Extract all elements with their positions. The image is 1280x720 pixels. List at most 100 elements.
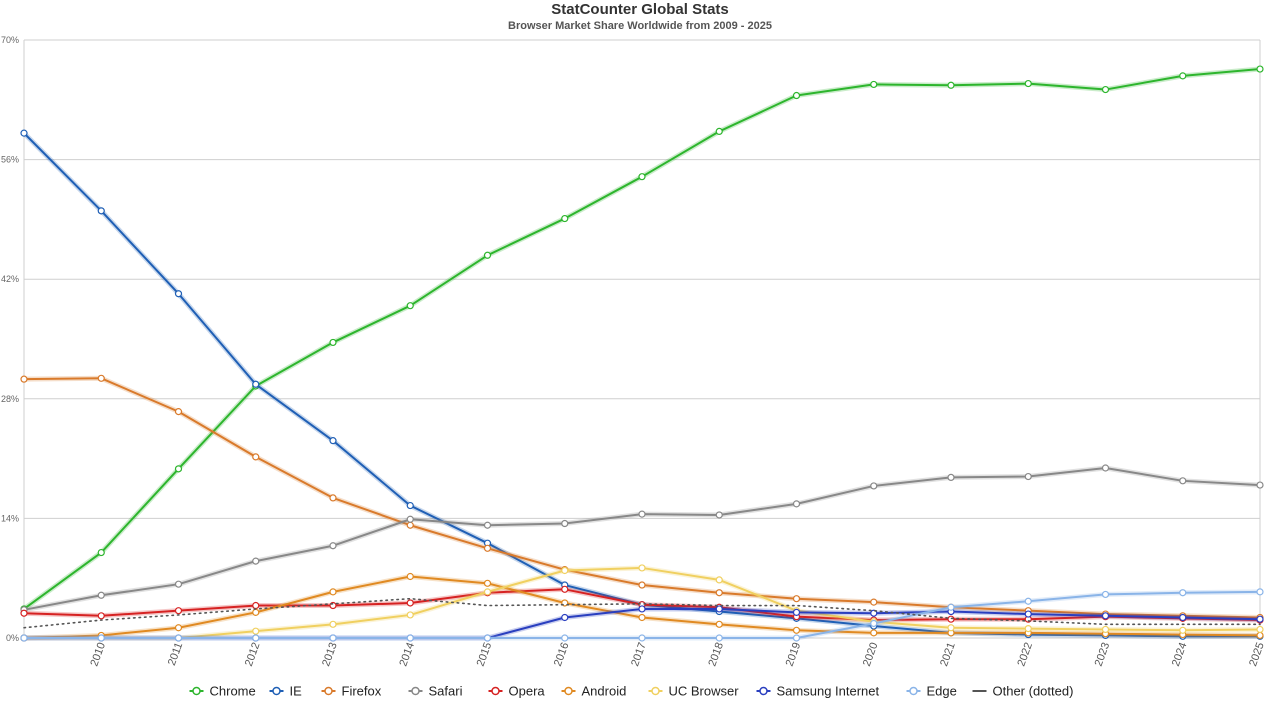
data-point xyxy=(792,634,801,642)
data-point xyxy=(1101,464,1110,472)
x-tick-label: 2023 xyxy=(1093,641,1113,668)
series-8 xyxy=(20,588,1264,642)
data-point xyxy=(483,521,492,529)
data-point xyxy=(483,634,492,642)
data-point xyxy=(252,608,260,616)
data-point xyxy=(174,607,183,615)
data-point xyxy=(406,515,414,523)
x-tick-label: 2021 xyxy=(938,641,958,668)
legend-item: Other (dotted) xyxy=(972,684,1073,699)
data-point xyxy=(174,634,183,642)
data-point xyxy=(483,544,492,552)
data-point xyxy=(329,542,337,550)
legend: Chrome IE Firefox Safari Opera Android UC Brow… xyxy=(189,684,1073,699)
data-point xyxy=(638,581,646,589)
data-point xyxy=(20,375,28,383)
data-point xyxy=(1101,612,1110,620)
legend-label: Firefox xyxy=(342,684,382,699)
data-point xyxy=(97,612,105,620)
x-tick-label: 2010 xyxy=(88,641,108,668)
data-point xyxy=(1256,481,1264,489)
data-point xyxy=(947,624,955,632)
data-point xyxy=(947,473,955,481)
data-point xyxy=(97,548,105,557)
data-point xyxy=(561,634,569,642)
data-point xyxy=(638,613,646,622)
data-point xyxy=(561,566,569,575)
data-point xyxy=(715,634,723,642)
data-point xyxy=(561,613,569,622)
data-point xyxy=(1024,597,1032,605)
legend-item: IE xyxy=(269,684,302,699)
legend-label: Chrome xyxy=(210,684,256,699)
data-point xyxy=(483,588,492,596)
x-tick-label: 2019 xyxy=(784,641,804,668)
legend-swatch xyxy=(411,686,420,696)
data-point xyxy=(561,519,569,528)
data-point xyxy=(97,591,105,599)
y-tick-label: 0% xyxy=(6,633,19,643)
legend-item: Firefox xyxy=(321,684,382,699)
data-point xyxy=(638,173,646,181)
data-point xyxy=(792,500,801,508)
legend-item: Samsung Internet xyxy=(756,684,880,699)
data-point xyxy=(329,437,337,445)
data-point xyxy=(97,634,105,642)
data-point xyxy=(715,620,723,628)
data-point xyxy=(638,564,646,572)
x-tick-label: 2013 xyxy=(320,641,340,668)
data-point xyxy=(483,579,492,587)
data-point xyxy=(406,572,414,581)
grid xyxy=(23,39,1261,639)
data-point xyxy=(252,601,260,610)
data-point xyxy=(252,453,260,461)
data-point xyxy=(1179,589,1187,597)
data-point xyxy=(97,207,105,215)
data-point xyxy=(870,80,878,89)
legend-label: Samsung Internet xyxy=(777,684,880,699)
data-point xyxy=(20,609,28,617)
data-point xyxy=(1024,610,1032,618)
series-line-halo xyxy=(22,131,1260,639)
data-point xyxy=(715,576,723,584)
data-point xyxy=(870,482,878,490)
data-point xyxy=(870,609,878,617)
legend-item: Android xyxy=(561,684,627,699)
data-point xyxy=(792,595,801,603)
data-point xyxy=(870,629,878,637)
series-line-halo xyxy=(22,66,1261,611)
series-1 xyxy=(20,129,1264,640)
x-tick-label: 2011 xyxy=(166,641,185,667)
data-point xyxy=(1101,85,1110,94)
legend-swatch xyxy=(491,686,500,696)
legend-label: Android xyxy=(582,684,627,699)
data-point xyxy=(715,589,723,597)
data-point xyxy=(174,624,183,632)
data-point xyxy=(715,511,723,519)
x-tick-label: 2017 xyxy=(629,641,649,668)
x-tick-label: 2024 xyxy=(1170,641,1190,668)
data-point xyxy=(329,494,337,502)
data-point xyxy=(97,374,105,382)
data-point xyxy=(947,81,955,89)
legend-swatch xyxy=(564,686,573,696)
series-lines xyxy=(20,65,1264,642)
x-tick-label: 2012 xyxy=(243,641,263,668)
series-line xyxy=(23,132,1260,638)
series-5 xyxy=(20,572,1264,642)
data-point xyxy=(329,588,337,596)
legend-swatch xyxy=(324,686,333,696)
x-tick-label: 2014 xyxy=(397,641,417,668)
data-point xyxy=(638,605,646,613)
data-point xyxy=(1024,79,1032,88)
data-point xyxy=(174,290,183,298)
data-point xyxy=(1179,613,1187,622)
data-point xyxy=(329,620,337,628)
data-point xyxy=(20,634,28,642)
x-tick-label: 2022 xyxy=(1015,641,1035,668)
x-tick-label: 2018 xyxy=(706,641,726,668)
x-tick-label: 2025 xyxy=(1247,641,1267,668)
data-point xyxy=(1256,631,1264,640)
data-point xyxy=(947,603,955,611)
